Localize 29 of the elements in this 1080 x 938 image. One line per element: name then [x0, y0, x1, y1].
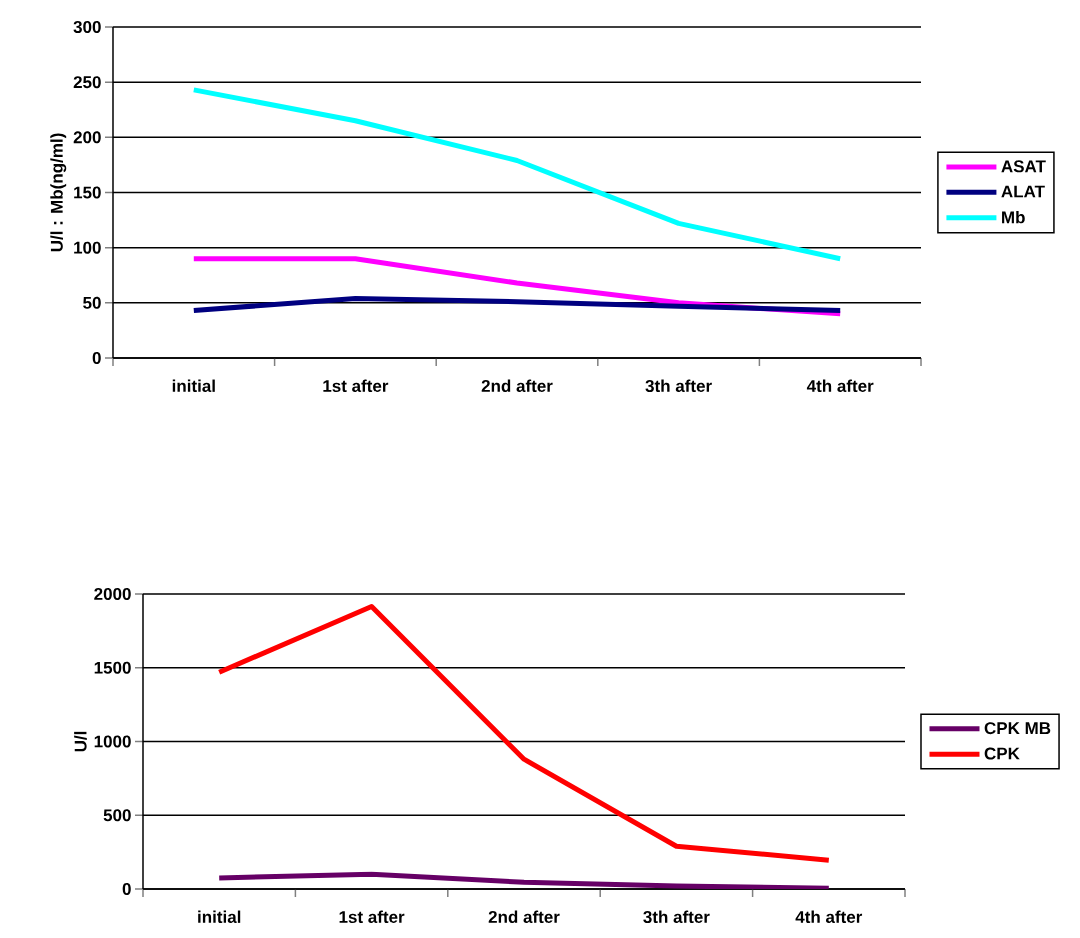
- y-tick-label: 500: [103, 809, 131, 822]
- y-tick-label: 250: [73, 76, 101, 89]
- y-tick-label: 1000: [94, 735, 131, 748]
- y-tick-label: 0: [92, 351, 101, 365]
- x-tick-label: 3th after: [645, 379, 712, 393]
- legend-label: CPK: [984, 747, 1020, 760]
- legend-label: ASAT: [1001, 160, 1046, 173]
- x-tick-label: 4th after: [795, 910, 863, 924]
- legend-label: CPK MB: [984, 722, 1051, 735]
- y-tick-label: 1500: [94, 661, 131, 674]
- y-tick-label: 150: [74, 186, 101, 199]
- y-tick-label: 100: [74, 241, 101, 254]
- x-tick-label: 2nd after: [488, 910, 560, 924]
- x-tick-label: 2nd after: [481, 379, 553, 393]
- y-axis-title: U/l : Mb(ng/ml): [50, 133, 67, 252]
- x-tick-label: initial: [172, 379, 215, 393]
- x-tick-label: 3th after: [643, 910, 710, 924]
- x-tick-label: initial: [198, 910, 241, 924]
- legend-label: ALAT: [1001, 185, 1045, 198]
- y-tick-label: 200: [73, 131, 101, 144]
- legend-label: Mb: [1002, 210, 1025, 224]
- y-tick-label: 2000: [94, 587, 131, 601]
- y-tick-label: 0: [122, 882, 131, 896]
- x-tick-label: 1st after: [323, 379, 389, 393]
- x-tick-label: 1st after: [339, 910, 405, 924]
- y-axis-title: U/l: [74, 731, 87, 752]
- x-tick-label: 4th after: [806, 379, 874, 393]
- y-tick-label: 300: [73, 20, 101, 34]
- y-tick-label: 50: [83, 296, 101, 309]
